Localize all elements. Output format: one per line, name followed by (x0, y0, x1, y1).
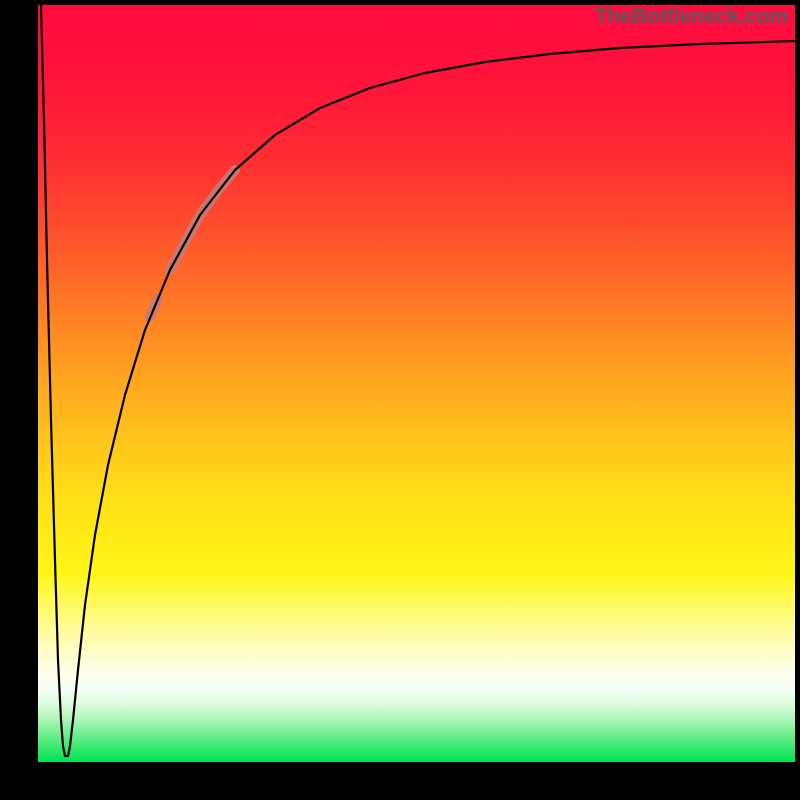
chart-wrapper: TheBottleneck.com (0, 0, 800, 800)
chart-svg (0, 0, 800, 800)
plot-area-background (38, 5, 795, 762)
watermark-text: TheBottleneck.com (595, 4, 788, 29)
